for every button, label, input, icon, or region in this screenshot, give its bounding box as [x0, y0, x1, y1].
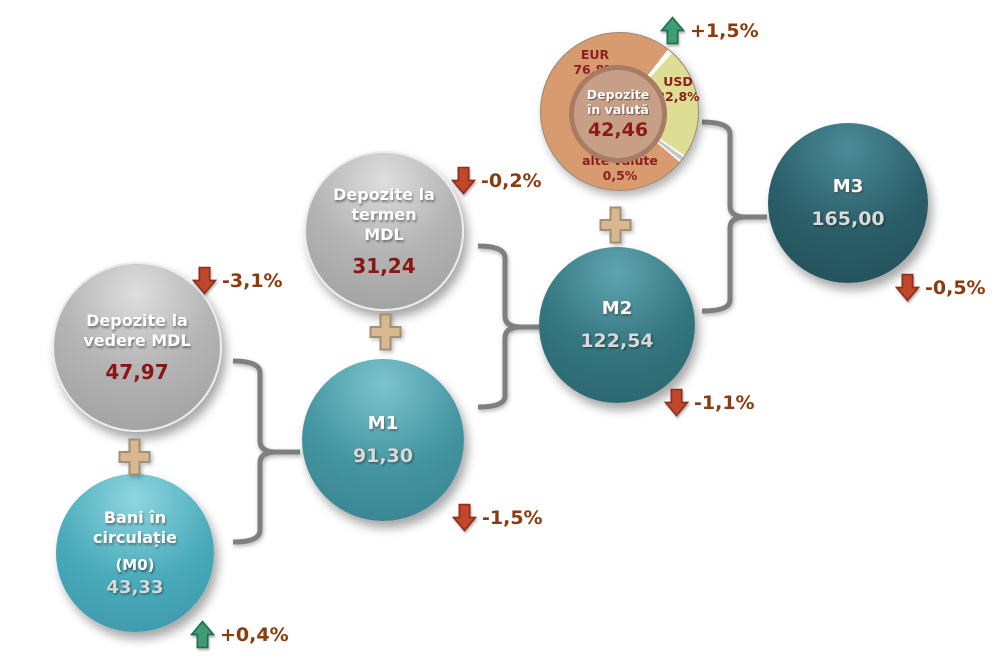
node-label: M2 [601, 298, 633, 320]
down-arrow-icon [895, 273, 920, 302]
change-value: +0,4% [220, 623, 289, 646]
down-arrow-icon [451, 166, 476, 195]
segment-pct: 22,8% [656, 89, 700, 104]
node-m2: M2 122,54 [539, 247, 695, 403]
change-badge-m2: -1,1% [664, 388, 755, 417]
brace-m2-group [477, 243, 539, 410]
node-m3: M3 165,00 [768, 123, 928, 283]
node-label: Depozite la termen MDL [333, 184, 435, 244]
node-value: 42,46 [587, 119, 649, 141]
deposits-currency-donut: EUR 76,8% USD 22,8% alte valute 0,5% Dep… [540, 32, 700, 191]
node-m0: Bani în circulație (M0) 43,33 [56, 474, 214, 632]
plus-icon [369, 313, 402, 351]
up-arrow-icon [660, 16, 685, 45]
node-value: 43,33 [106, 577, 164, 598]
donut-segment-label-usd: USD 22,8% [653, 74, 703, 104]
node-value: 91,30 [352, 444, 414, 467]
plus-icon [599, 206, 632, 244]
segment-name: USD [663, 74, 693, 89]
node-label: Bani în circulație [93, 508, 177, 547]
brace-m1-group [232, 358, 300, 545]
change-badge-m3: -0,5% [895, 273, 986, 302]
node-label: M3 [832, 176, 864, 198]
down-arrow-icon [664, 388, 689, 417]
node-depozite-vedere: Depozite la vedere MDL 47,97 [52, 262, 222, 432]
change-value: -0,5% [925, 276, 986, 299]
node-value: 122,54 [580, 329, 654, 352]
segment-name: EUR [580, 47, 610, 62]
node-label: Depozite în valută [586, 87, 650, 117]
brace-m3-group [701, 119, 767, 314]
donut-center: Depozite în valută 42,46 [569, 65, 667, 163]
change-value: +1,5% [690, 19, 759, 42]
change-badge-termen: -0,2% [451, 166, 542, 195]
change-badge-m1: -1,5% [452, 503, 543, 532]
change-badge-valuta: +1,5% [660, 16, 759, 45]
node-m1: M1 91,30 [302, 359, 464, 521]
node-value: 165,00 [811, 207, 885, 230]
node-value: 31,24 [352, 253, 416, 278]
node-label: M1 [367, 413, 399, 435]
down-arrow-icon [192, 266, 217, 295]
change-badge-vedere: -3,1% [192, 266, 283, 295]
node-label: Depozite la vedere MDL [83, 310, 191, 350]
change-value: -1,5% [482, 506, 543, 529]
down-arrow-icon [452, 503, 477, 532]
change-badge-m0: +0,4% [190, 620, 289, 649]
change-value: -0,2% [481, 169, 542, 192]
up-arrow-icon [190, 620, 215, 649]
change-value: -3,1% [222, 269, 283, 292]
change-value: -1,1% [694, 391, 755, 414]
node-depozite-termen: Depozite la termen MDL 31,24 [304, 151, 464, 311]
segment-pct: 0,5% [602, 168, 638, 183]
node-value: 47,97 [105, 359, 169, 384]
plus-icon [118, 438, 151, 476]
node-code: (M0) [115, 556, 155, 574]
